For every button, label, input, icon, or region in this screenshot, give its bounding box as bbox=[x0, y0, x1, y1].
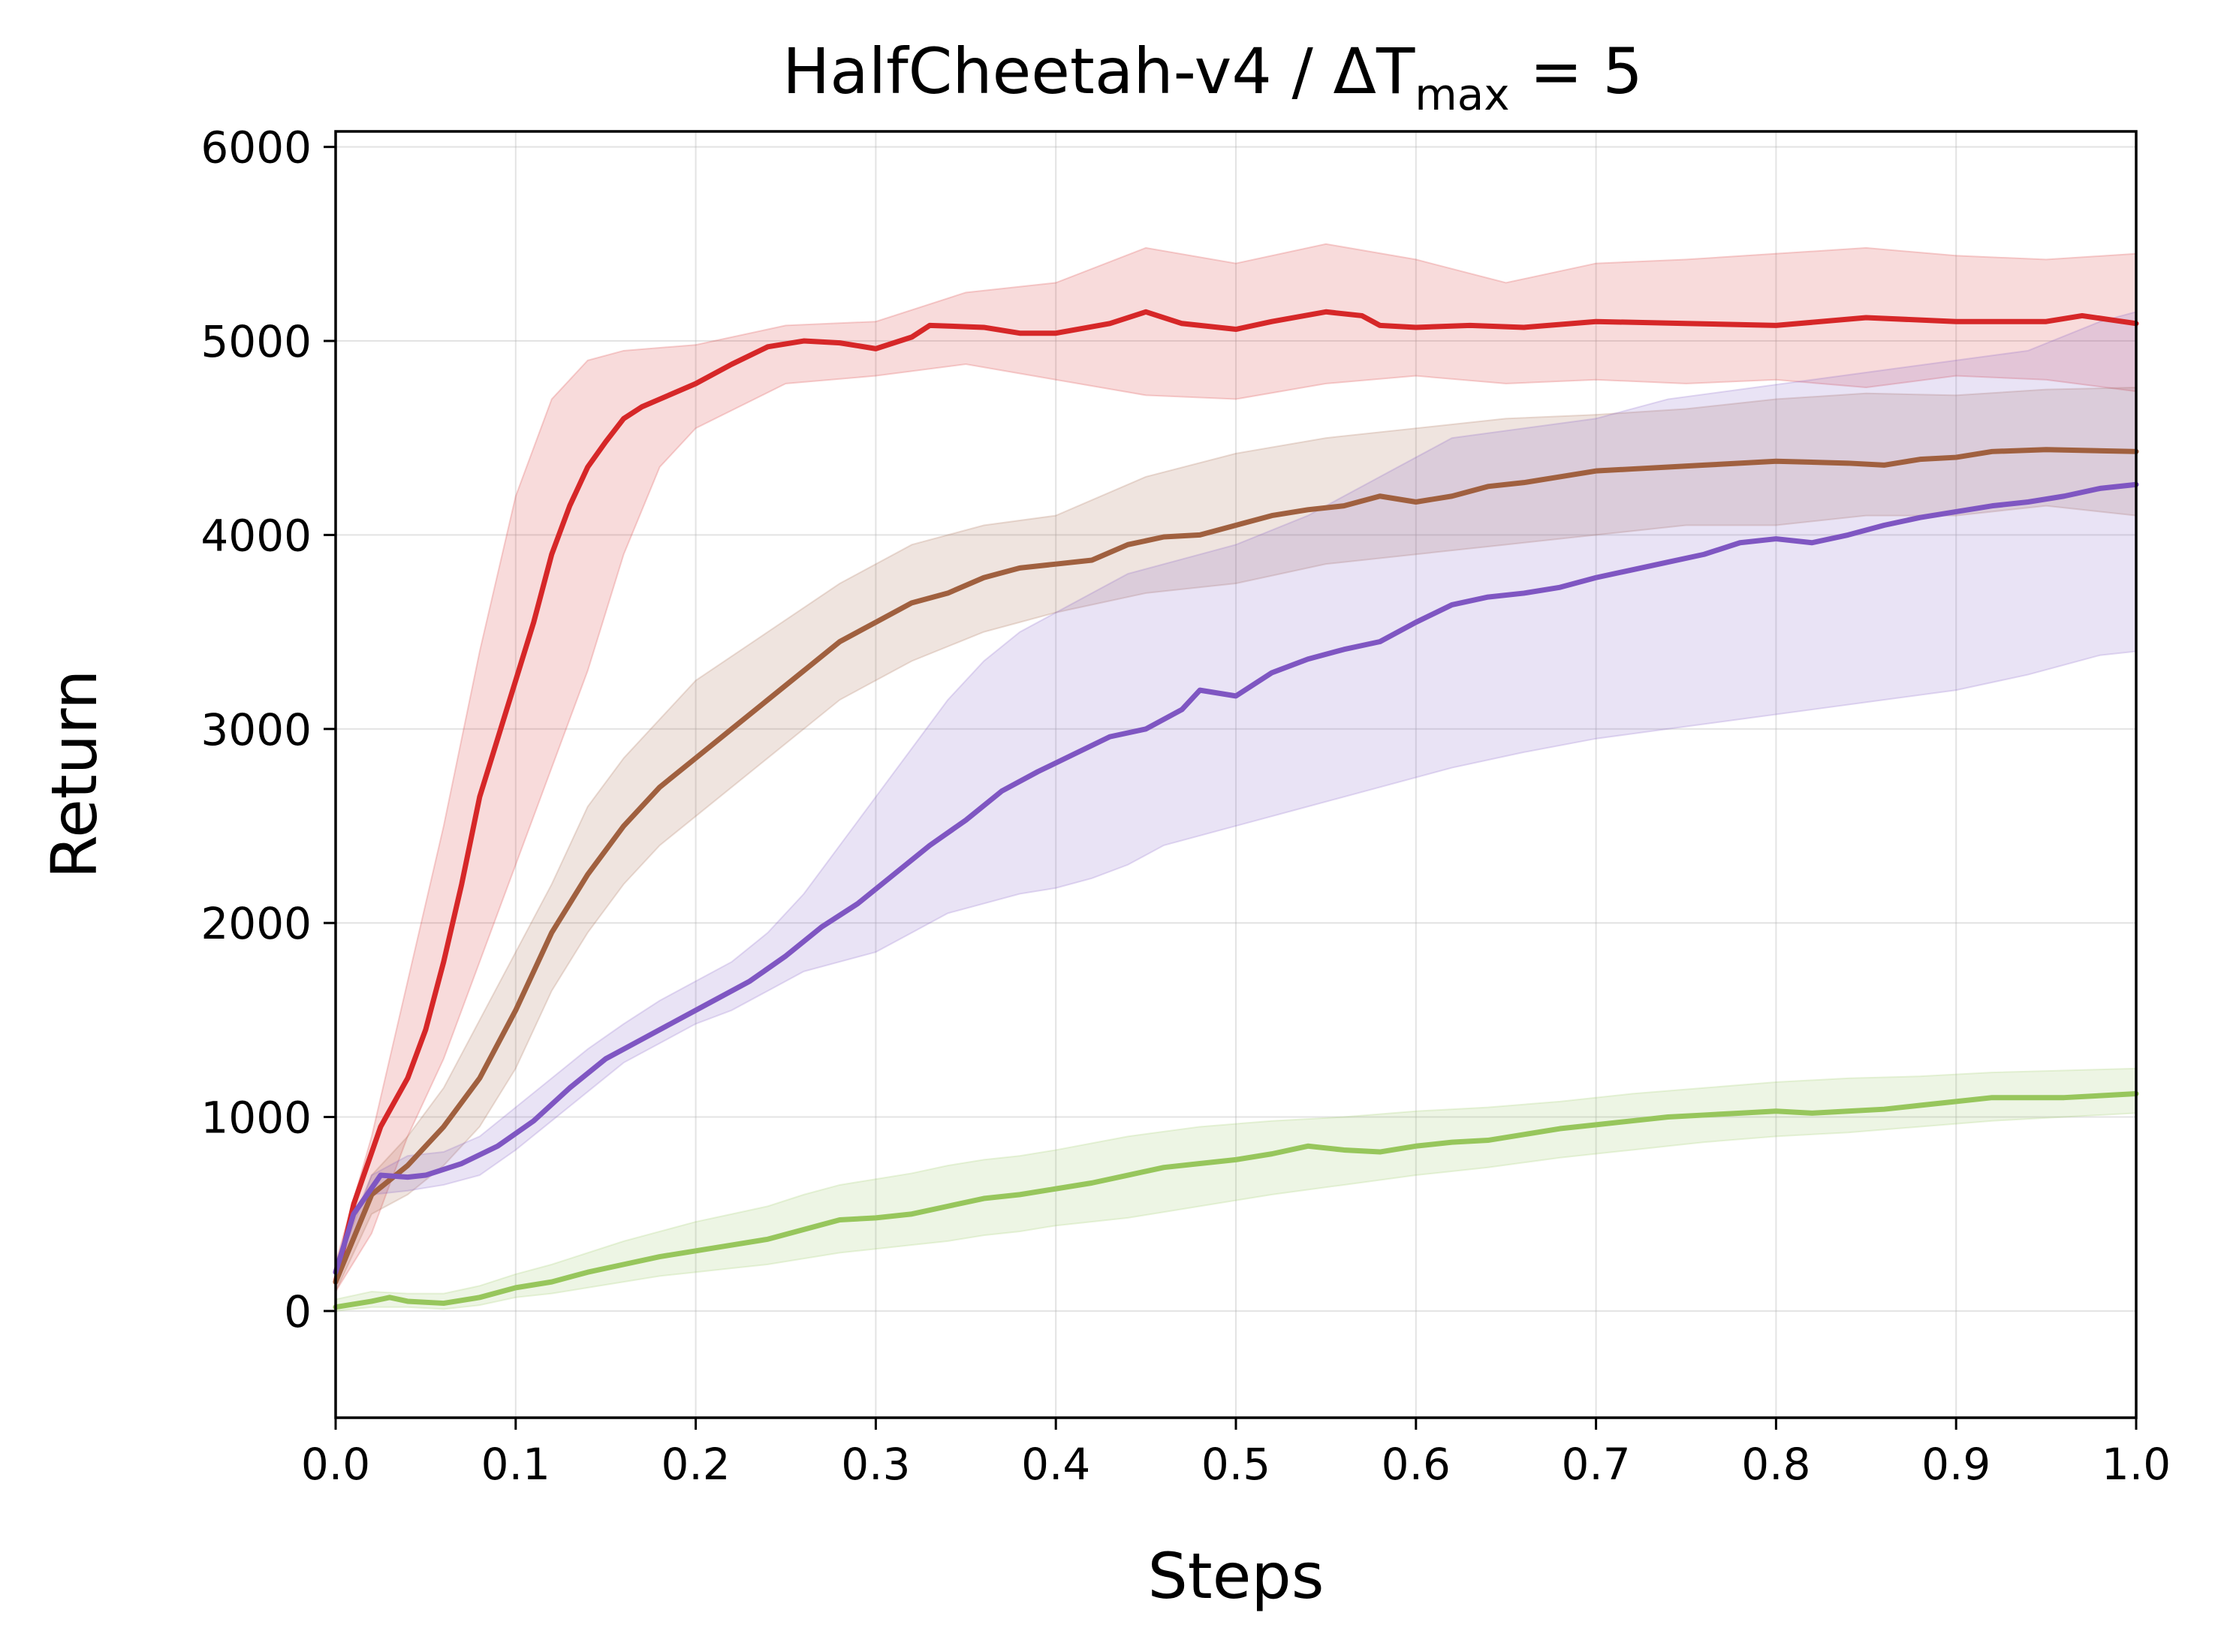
x-tick-label: 0.4 bbox=[1021, 1439, 1090, 1490]
confidence-bands bbox=[335, 243, 2137, 1313]
series-line-1 bbox=[333, 447, 2139, 1285]
y-tick-label: 2000 bbox=[200, 898, 312, 949]
x-tick-label: 0.2 bbox=[661, 1439, 730, 1490]
chart-title: HalfCheetah-v4 / ΔTmax = 5 bbox=[782, 35, 1643, 120]
x-tick-label: 0.9 bbox=[1921, 1439, 1990, 1490]
y-tick-label: 0 bbox=[284, 1286, 312, 1337]
x-tick-label: 0.3 bbox=[841, 1439, 910, 1490]
x-tick-label: 0.5 bbox=[1201, 1439, 1270, 1490]
chart-title-main: HalfCheetah-v4 / ΔT bbox=[782, 35, 1415, 108]
x-tick-label: 1.0 bbox=[2102, 1439, 2171, 1490]
chart-title-suffix: = 5 bbox=[1510, 35, 1643, 108]
series-line-3 bbox=[333, 1091, 2139, 1310]
x-tick-label: 0.6 bbox=[1382, 1439, 1451, 1490]
series-lines bbox=[333, 309, 2139, 1310]
x-axis-label: Steps bbox=[1147, 1539, 1324, 1613]
series-line-2 bbox=[333, 481, 2139, 1275]
y-tick-label: 6000 bbox=[200, 122, 312, 173]
y-tick-label: 1000 bbox=[200, 1093, 312, 1144]
y-axis-ticks: 0 1000 2000 3000 4000 5000 6000 bbox=[200, 122, 336, 1337]
x-tick-label: 0.0 bbox=[301, 1439, 370, 1490]
y-axis-label: Return bbox=[38, 670, 111, 879]
x-tick-label: 0.8 bbox=[1741, 1439, 1810, 1490]
x-axis-ticks: 0.0 0.1 0.2 0.3 0.4 0.5 0.6 0.7 0.8 0.9 1.0 bbox=[301, 1418, 2171, 1490]
series-band-0 bbox=[335, 243, 2137, 1295]
x-tick-label: 0.1 bbox=[481, 1439, 550, 1490]
chart-title-subscript: max bbox=[1415, 69, 1509, 120]
x-tick-label: 0.7 bbox=[1561, 1439, 1630, 1490]
y-tick-label: 3000 bbox=[200, 704, 312, 755]
y-tick-label: 4000 bbox=[200, 510, 312, 561]
series-line-0 bbox=[333, 309, 2139, 1285]
y-tick-label: 5000 bbox=[200, 316, 312, 367]
